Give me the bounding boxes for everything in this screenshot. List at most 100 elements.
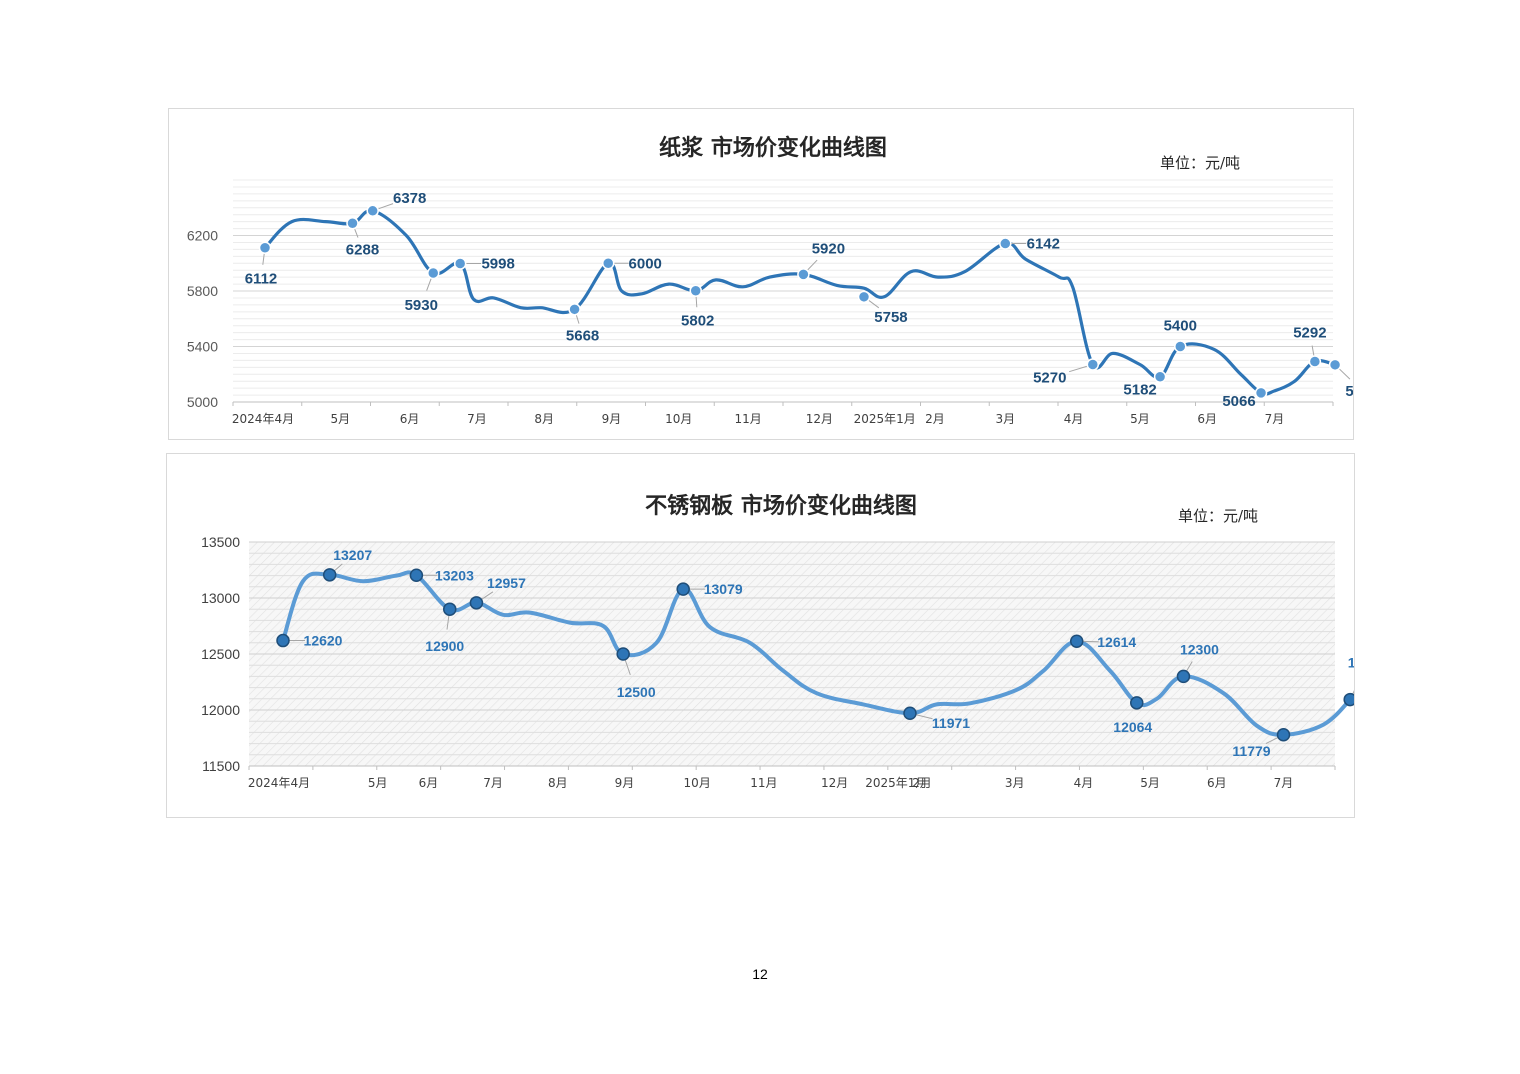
x-tick-label: 3月 xyxy=(995,412,1015,426)
x-tick-label: 5月 xyxy=(330,412,350,426)
x-tick-label: 12月 xyxy=(806,412,833,426)
data-point xyxy=(601,257,615,270)
data-point xyxy=(857,290,871,304)
x-tick-label: 7月 xyxy=(1274,776,1294,790)
data-label: 5270 xyxy=(1033,370,1066,387)
x-tick-label: 7月 xyxy=(467,412,487,426)
pulp-price-chart: 纸浆 市场价变化曲线图 单位：元/吨 5000 5400 5800 6200 2024年4月… xyxy=(168,108,1354,440)
data-label: 5930 xyxy=(405,297,438,314)
x-tick-label: 8月 xyxy=(534,412,554,426)
data-point xyxy=(616,647,630,661)
y-tick-label: 13500 xyxy=(201,534,240,550)
data-point xyxy=(568,303,581,316)
data-label: 5802 xyxy=(681,313,714,330)
data-label: 11971 xyxy=(932,715,970,731)
data-point xyxy=(999,237,1012,250)
data-point xyxy=(427,266,440,280)
data-label: 6112 xyxy=(245,271,278,288)
data-label: 5998 xyxy=(481,256,514,273)
data-point xyxy=(1343,692,1354,707)
data-point xyxy=(258,241,272,254)
data-label: 13207 xyxy=(333,547,372,563)
x-tick-label: 5月 xyxy=(1130,412,1150,426)
y-tick-label: 11500 xyxy=(202,758,240,774)
x-tick-label: 7月 xyxy=(1265,412,1285,426)
data-point xyxy=(1176,669,1191,684)
data-label: 13203 xyxy=(435,567,474,583)
x-tick-label: 2025年1月 xyxy=(865,776,927,790)
data-label: 12500 xyxy=(617,684,656,700)
x-tick-label: 6月 xyxy=(419,776,439,790)
x-tick-label: 8月 xyxy=(548,776,568,790)
stainless-steel-price-chart-svg: 不锈钢板 市场价变化曲线图单位：元/吨 11500 12000 12500 13000 1… xyxy=(201,493,1354,790)
data-label: 6378 xyxy=(393,190,426,207)
data-point xyxy=(453,257,467,270)
data-label: 13079 xyxy=(704,581,743,597)
series-line xyxy=(281,570,1353,737)
x-tick-label: 11月 xyxy=(734,412,761,426)
data-point xyxy=(366,204,379,218)
y-tick-label: 12000 xyxy=(201,702,240,718)
data-label: 12900 xyxy=(425,638,464,654)
x-tick-label: 2024年4月 xyxy=(248,776,310,790)
x-tick-label: 6月 xyxy=(1207,776,1227,790)
y-tick-label: 5400 xyxy=(187,339,218,355)
x-tick-label: 3月 xyxy=(1005,776,1025,790)
data-label: 12300 xyxy=(1180,641,1219,657)
data-point xyxy=(409,568,424,583)
x-tick-label: 2月 xyxy=(912,776,932,790)
data-point xyxy=(1328,358,1342,372)
data-point xyxy=(903,706,917,720)
data-point xyxy=(1153,370,1167,383)
data-label: 5758 xyxy=(874,309,907,326)
data-point xyxy=(346,217,359,230)
data-label: 6000 xyxy=(629,255,662,272)
chart-unit: 单位：元/吨 xyxy=(1178,507,1258,525)
data-point xyxy=(1086,358,1100,371)
data-label: 11779 xyxy=(1232,743,1270,759)
data-label: 5292 xyxy=(1293,324,1326,341)
x-tick-label: 10月 xyxy=(665,412,692,426)
data-label: 5920 xyxy=(812,240,845,257)
data-label: 5668 xyxy=(566,327,599,344)
data-point xyxy=(469,596,484,610)
x-tick-label: 5月 xyxy=(368,776,388,790)
x-tick-label: 9月 xyxy=(615,776,635,790)
data-point xyxy=(1069,634,1084,648)
x-tick-label: 4月 xyxy=(1064,412,1084,426)
x-tick-label: 10月 xyxy=(684,776,711,790)
data-point xyxy=(1174,340,1187,353)
x-tick-label: 5月 xyxy=(1140,776,1160,790)
data-label: 6142 xyxy=(1027,236,1060,253)
chart-unit: 单位：元/吨 xyxy=(1160,154,1240,172)
page-number: 12 xyxy=(752,966,768,982)
x-tick-label: 2月 xyxy=(925,412,945,426)
y-tick-label: 6200 xyxy=(187,228,218,244)
data-label: 12620 xyxy=(304,633,343,649)
data-point xyxy=(676,582,690,596)
y-tick-label: 12500 xyxy=(201,646,240,662)
x-tick-label: 6月 xyxy=(400,412,420,426)
data-point xyxy=(689,284,702,297)
x-tick-label: 7月 xyxy=(483,776,503,790)
data-label: 6288 xyxy=(346,241,379,258)
x-tick-label: 2024年4月 xyxy=(232,412,294,426)
chart-title: 纸浆 市场价变化曲线图 xyxy=(659,135,887,161)
data-label: 5400 xyxy=(1164,318,1197,335)
chart-title: 不锈钢板 市场价变化曲线图 xyxy=(645,493,917,519)
data-point xyxy=(443,602,457,616)
x-tick-label: 2025年1月 xyxy=(854,412,916,426)
data-point xyxy=(1254,386,1268,400)
data-label: 12064 xyxy=(1113,719,1152,735)
data-label: 5268 xyxy=(1345,383,1353,400)
data-point xyxy=(322,568,337,582)
data-label: 12957 xyxy=(487,575,526,591)
stainless-steel-price-chart: 不锈钢板 市场价变化曲线图单位：元/吨 11500 12000 12500 13000 1… xyxy=(166,453,1355,818)
x-tick-label: 11月 xyxy=(750,776,777,790)
y-tick-label: 13000 xyxy=(201,590,240,606)
x-tick-label: 9月 xyxy=(602,412,622,426)
data-point xyxy=(1308,355,1322,368)
data-point xyxy=(1130,696,1144,710)
data-point xyxy=(1276,728,1291,742)
